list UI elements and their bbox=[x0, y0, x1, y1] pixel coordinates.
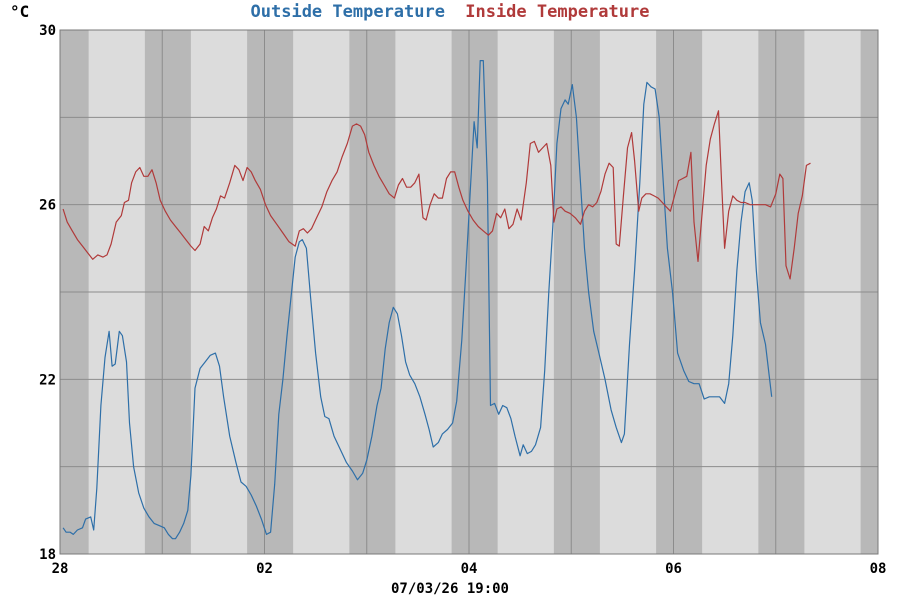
y-tick-label: 22 bbox=[39, 372, 56, 388]
x-tick-label: 28 bbox=[52, 561, 69, 577]
series-lines bbox=[62, 60, 811, 540]
legend-inside-temperature: Inside Temperature bbox=[465, 2, 649, 22]
x-tick-label: 08 bbox=[870, 561, 887, 577]
axes bbox=[59, 29, 879, 555]
y-tick-label: 18 bbox=[39, 547, 56, 563]
y-axis-unit: °C bbox=[10, 2, 29, 21]
y-tick-label: 30 bbox=[39, 23, 56, 39]
footer-timestamp: 07/03/26 19:00 bbox=[391, 581, 509, 597]
legend-outside-temperature: Outside Temperature bbox=[251, 2, 445, 22]
x-tick-label: 04 bbox=[461, 561, 478, 577]
outside-temperature-line bbox=[62, 60, 773, 540]
x-tick-label: 06 bbox=[665, 561, 682, 577]
y-tick-label: 26 bbox=[39, 198, 56, 214]
plot-frame bbox=[59, 29, 879, 555]
x-tick-label: 02 bbox=[256, 561, 273, 577]
tick-labels: 18 22 26 30 28 02 04 06 08 bbox=[39, 23, 886, 577]
inside-temperature-line bbox=[62, 110, 811, 280]
legend: Outside Temperature Inside Temperature bbox=[251, 2, 650, 22]
